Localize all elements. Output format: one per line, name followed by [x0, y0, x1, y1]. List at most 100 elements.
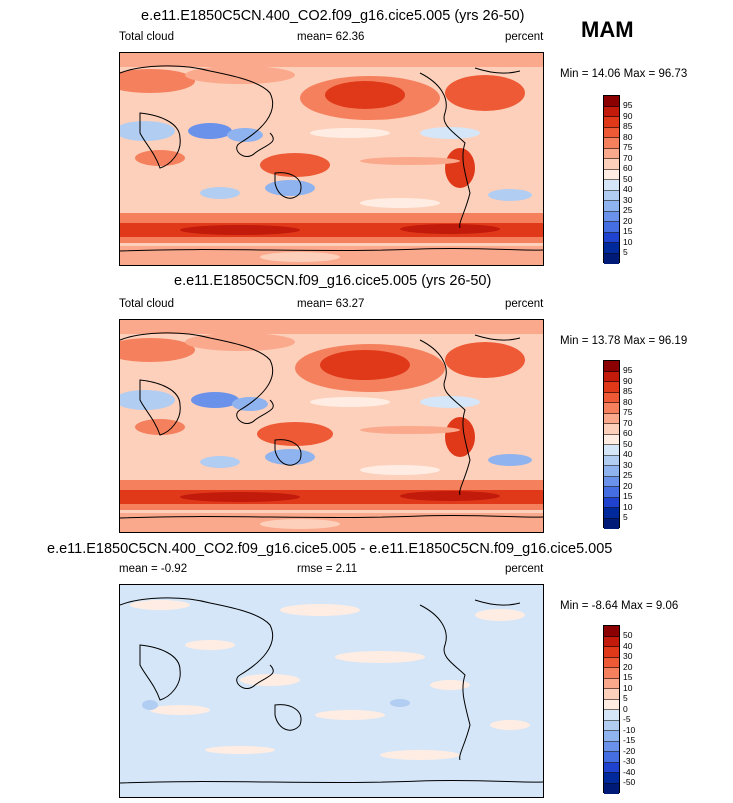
- colorbar-swatch: [604, 636, 619, 647]
- colorbar-tick-label: 75: [623, 407, 633, 417]
- panel-1-contour-field: [120, 53, 543, 265]
- colorbar-tick-label: -50: [623, 777, 636, 787]
- colorbar-swatch: [604, 518, 619, 529]
- panel-2-minmax: Min = 13.78 Max = 96.19: [560, 335, 688, 347]
- colorbar-tick-label: 80: [623, 396, 633, 407]
- colorbar-tick-label: 5: [623, 693, 628, 703]
- colorbar-tick-label: 80: [623, 131, 633, 142]
- panel-1-map: [119, 52, 544, 266]
- colorbar-tick-label: 40: [623, 449, 633, 459]
- colorbar-swatch: [604, 783, 619, 794]
- colorbar-swatch: [604, 762, 619, 773]
- colorbar-tick-label: 90: [623, 375, 633, 386]
- colorbar-swatch: [604, 96, 619, 107]
- colorbar-tick-label: 50: [623, 173, 633, 184]
- colorbar-tick-label: 5: [623, 512, 628, 522]
- colorbar-tick-label: -10: [623, 724, 636, 735]
- colorbar-tick-label: 15: [623, 226, 633, 236]
- colorbar-tick-label: 85: [623, 386, 633, 396]
- colorbar-tick-label: 70: [623, 152, 633, 163]
- panel-2-colorbar: [603, 360, 620, 529]
- colorbar-tick-label: 10: [623, 501, 633, 512]
- colorbar-swatch: [604, 678, 619, 689]
- colorbar-swatch: [604, 455, 619, 466]
- colorbar-swatch: [604, 497, 619, 508]
- colorbar-swatch: [604, 201, 619, 212]
- colorbar-swatch: [604, 243, 619, 254]
- colorbar-swatch: [604, 148, 619, 159]
- colorbar-tick-label: 30: [623, 194, 633, 205]
- colorbar-tick-label: 20: [623, 215, 633, 226]
- colorbar-tick-label: 60: [623, 163, 633, 173]
- colorbar-tick-label: 10: [623, 682, 633, 693]
- colorbar-swatch: [604, 689, 619, 700]
- colorbar-tick-label: 10: [623, 236, 633, 247]
- panel-3-minmax: Min = -8.64 Max = 9.06: [560, 600, 679, 612]
- colorbar-tick-label: 95: [623, 365, 633, 375]
- panel-2-map: [119, 319, 544, 533]
- panel-1-units-label: percent: [505, 31, 544, 43]
- panel-1-colorbar: [603, 95, 620, 264]
- colorbar-swatch: [604, 253, 619, 264]
- colorbar-swatch: [604, 403, 619, 414]
- colorbar-tick-label: 85: [623, 121, 633, 131]
- colorbar-tick-label: 20: [623, 661, 633, 672]
- panel-3-units-label: percent: [505, 563, 544, 575]
- panel-3-mean-label: mean = -0.92: [119, 563, 188, 575]
- colorbar-tick-label: -30: [623, 756, 636, 766]
- colorbar-swatch: [604, 710, 619, 721]
- colorbar-swatch: [604, 117, 619, 128]
- panel-3-rmse-label: rmse = 2.11: [297, 563, 358, 575]
- colorbar-tick-label: 60: [623, 428, 633, 438]
- colorbar-swatch: [604, 392, 619, 403]
- panel-3-map: [119, 584, 544, 798]
- panel-2-variable-label: Total cloud: [119, 298, 174, 310]
- colorbar-swatch: [604, 647, 619, 658]
- colorbar-swatch: [604, 138, 619, 149]
- colorbar-tick-label: 5: [623, 247, 628, 257]
- colorbar-swatch: [604, 720, 619, 731]
- panel-3-contour-field: [120, 585, 543, 797]
- colorbar-swatch: [604, 741, 619, 752]
- colorbar-swatch: [604, 731, 619, 742]
- colorbar-swatch: [604, 413, 619, 424]
- colorbar-swatch: [604, 211, 619, 222]
- colorbar-swatch: [604, 190, 619, 201]
- colorbar-swatch: [604, 699, 619, 710]
- colorbar-swatch: [604, 424, 619, 435]
- panel-1-minmax: Min = 14.06 Max = 96.73: [560, 68, 688, 80]
- panel-1-variable-label: Total cloud: [119, 31, 174, 43]
- colorbar-tick-label: 50: [623, 438, 633, 449]
- colorbar-tick-label: 40: [623, 640, 633, 651]
- colorbar-swatch: [604, 626, 619, 637]
- colorbar-swatch: [604, 180, 619, 191]
- colorbar-swatch: [604, 487, 619, 498]
- colorbar-tick-label: 75: [623, 142, 633, 152]
- colorbar-swatch: [604, 508, 619, 519]
- colorbar-tick-label: 30: [623, 459, 633, 470]
- colorbar-tick-label: -40: [623, 766, 636, 777]
- colorbar-swatch: [604, 127, 619, 138]
- colorbar-swatch: [604, 752, 619, 763]
- panel-1-title: e.e11.E1850C5CN.400_CO2.f09_g16.cice5.00…: [141, 8, 525, 24]
- panel-1-mean-label: mean= 62.36: [297, 31, 365, 43]
- panel-2-title: e.e11.E1850C5CN.f09_g16.cice5.005 (yrs 2…: [174, 273, 492, 289]
- colorbar-swatch: [604, 445, 619, 456]
- colorbar-tick-label: 0: [623, 703, 628, 714]
- colorbar-swatch: [604, 159, 619, 170]
- colorbar-swatch: [604, 657, 619, 668]
- colorbar-tick-label: 95: [623, 100, 633, 110]
- panel-2-units-label: percent: [505, 298, 544, 310]
- colorbar-tick-label: 70: [623, 417, 633, 428]
- colorbar-tick-label: -20: [623, 745, 636, 756]
- panel-2-mean-label: mean= 63.27: [297, 298, 365, 310]
- colorbar-swatch: [604, 668, 619, 679]
- colorbar-swatch: [604, 382, 619, 393]
- colorbar-swatch: [604, 466, 619, 477]
- colorbar-swatch: [604, 232, 619, 243]
- colorbar-swatch: [604, 773, 619, 784]
- colorbar-tick-label: 25: [623, 205, 633, 215]
- colorbar-swatch: [604, 371, 619, 382]
- panel-2-contour-field: [120, 320, 543, 532]
- colorbar-swatch: [604, 222, 619, 233]
